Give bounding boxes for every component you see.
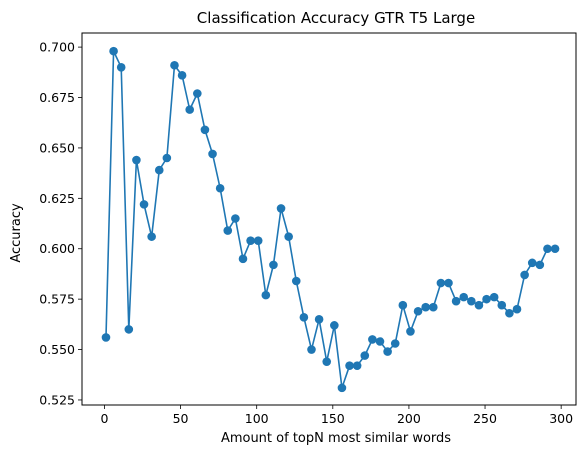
data-point: [451, 296, 461, 306]
data-point: [436, 278, 446, 288]
y-tick-label: 0.600: [39, 241, 75, 256]
data-point: [543, 244, 552, 254]
data-point: [185, 105, 195, 114]
data-point: [139, 200, 149, 209]
y-tick-label: 0.675: [39, 90, 75, 105]
data-point: [231, 214, 240, 223]
data-point: [360, 351, 370, 360]
plot-frame: [81, 32, 577, 406]
data-point: [482, 294, 491, 304]
data-point: [368, 335, 377, 344]
data-point: [215, 183, 225, 193]
data-point: [421, 302, 430, 312]
data-point: [314, 315, 324, 324]
data-point: [390, 339, 400, 348]
data-point: [406, 327, 415, 336]
data-point: [535, 260, 545, 270]
axes: 0 50 100 150 200 250 300 0.525 0.550 0.575 0.600 0.…: [39, 40, 573, 426]
data-point: [284, 232, 293, 241]
data-point: [337, 383, 347, 393]
data-point: [177, 71, 187, 80]
data-point: [428, 302, 438, 312]
data-point: [170, 60, 179, 70]
y-tick-label: 0.625: [39, 191, 75, 206]
data-point: [352, 361, 362, 370]
data-point: [253, 236, 263, 245]
data-point: [307, 345, 316, 354]
x-tick-label: 200: [397, 411, 421, 426]
data-point: [527, 258, 537, 268]
data-point: [116, 62, 126, 72]
data-point: [200, 125, 210, 135]
data-point: [238, 254, 248, 264]
x-tick-label: 50: [173, 411, 189, 426]
y-tick-label: 0.700: [39, 40, 75, 55]
chart-title: Classification Accuracy GTR T5 Large: [197, 9, 475, 27]
data-point: [398, 300, 408, 310]
series-group: [101, 46, 560, 393]
data-point: [261, 290, 271, 300]
data-point: [512, 304, 522, 314]
data-point: [193, 89, 202, 98]
data-point: [223, 226, 233, 235]
x-tick-label: 250: [473, 411, 497, 426]
y-tick-label: 0.525: [39, 392, 75, 407]
data-point: [375, 337, 385, 346]
data-point: [550, 244, 560, 254]
data-point: [269, 260, 278, 270]
y-axis-label: Accuracy: [9, 203, 24, 263]
data-point: [154, 165, 164, 175]
x-axis-label: Amount of topN most similar words: [221, 431, 451, 446]
data-point: [330, 321, 339, 330]
y-tick-label: 0.575: [39, 292, 75, 307]
data-point: [101, 333, 111, 342]
data-point: [162, 153, 172, 163]
data-point: [444, 278, 453, 288]
data-point: [345, 361, 354, 370]
data-point: [459, 292, 469, 302]
data-point: [383, 347, 392, 356]
data-point: [132, 155, 141, 165]
data-point: [489, 292, 499, 302]
data-point: [109, 46, 118, 56]
x-tick-label: 100: [245, 411, 269, 426]
data-point: [299, 312, 309, 322]
x-tick-label: 150: [321, 411, 345, 426]
data-point: [246, 236, 255, 245]
data-point: [322, 357, 332, 366]
y-tick-label: 0.650: [39, 140, 75, 155]
data-point: [413, 306, 423, 316]
data-point: [291, 276, 301, 286]
x-tick-label: 300: [549, 411, 573, 426]
data-point: [467, 296, 476, 306]
data-point: [147, 232, 156, 241]
data-point: [474, 300, 484, 310]
data-point: [124, 325, 134, 334]
x-tick-label: 0: [100, 411, 108, 426]
data-point: [208, 149, 217, 159]
data-point: [276, 204, 286, 213]
y-tick-label: 0.550: [39, 342, 75, 357]
data-point: [505, 308, 514, 318]
series-line: [105, 50, 556, 389]
data-point: [497, 300, 507, 310]
data-point: [520, 270, 529, 280]
